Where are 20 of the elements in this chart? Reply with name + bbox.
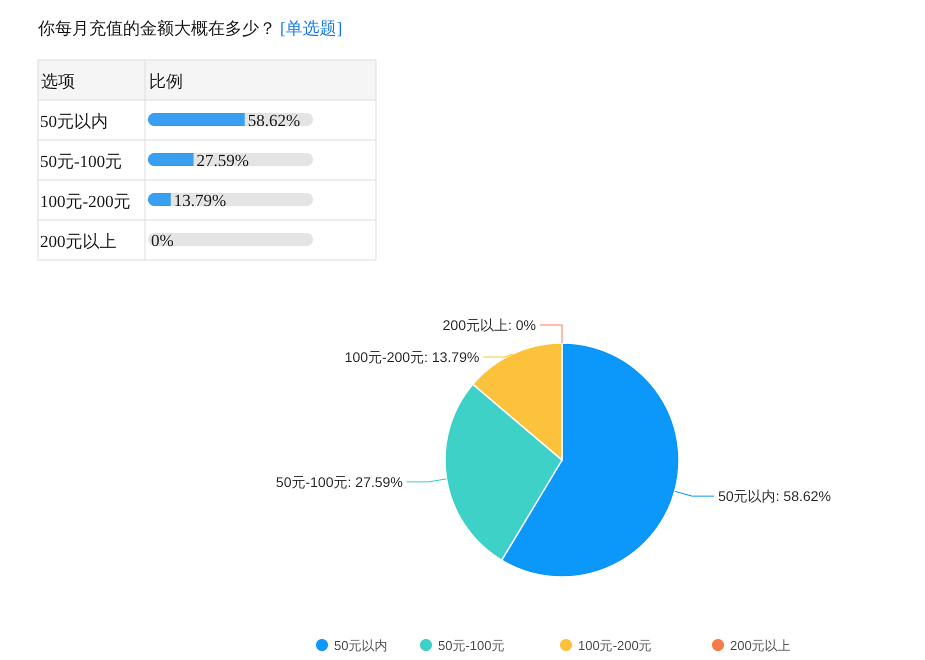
y-tick-label: 50元以内 [40, 112, 108, 131]
text: 200元以上: 0% [442, 317, 536, 333]
y-axis-title: 选项 [41, 72, 75, 91]
text: [单选题] [280, 19, 342, 38]
legend-label: 200元以上 [730, 638, 791, 653]
legend-label: 50元-100元 [438, 638, 504, 653]
y-tick-label: 200元以上 [40, 232, 116, 251]
data-label: 50元-100元: 27.59% [276, 474, 403, 490]
data-label: 0% [151, 231, 174, 250]
y-tick-label: 100元-200元 [40, 192, 131, 211]
data-label: 58.62% [248, 111, 300, 130]
legend-label: 50元以内 [334, 638, 388, 653]
y-tick-label: 50元-100元 [40, 152, 122, 171]
x-axis-title: 比例 [149, 72, 183, 91]
data-label: 50元以内: 58.62% [718, 488, 831, 504]
data-label: 13.79% [174, 191, 226, 210]
data-label: 100元-200元: 13.79% [344, 349, 480, 365]
legend-label: 100元-200元 [578, 638, 652, 653]
data-label: 27.59% [196, 151, 249, 170]
chart-title: 你每月充值的金额大概在多少？ [37, 19, 276, 38]
